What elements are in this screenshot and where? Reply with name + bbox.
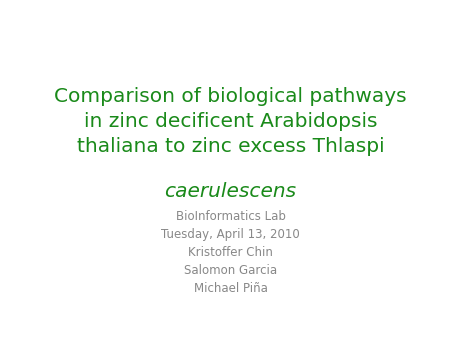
Text: Comparison of biological pathways
in zinc decificent Arabidopsis
thaliana to zin: Comparison of biological pathways in zin… [54,88,407,156]
Text: caerulescens: caerulescens [165,183,297,201]
Text: BioInformatics Lab
Tuesday, April 13, 2010
Kristoffer Chin
Salomon Garcia
Michae: BioInformatics Lab Tuesday, April 13, 20… [161,210,300,295]
